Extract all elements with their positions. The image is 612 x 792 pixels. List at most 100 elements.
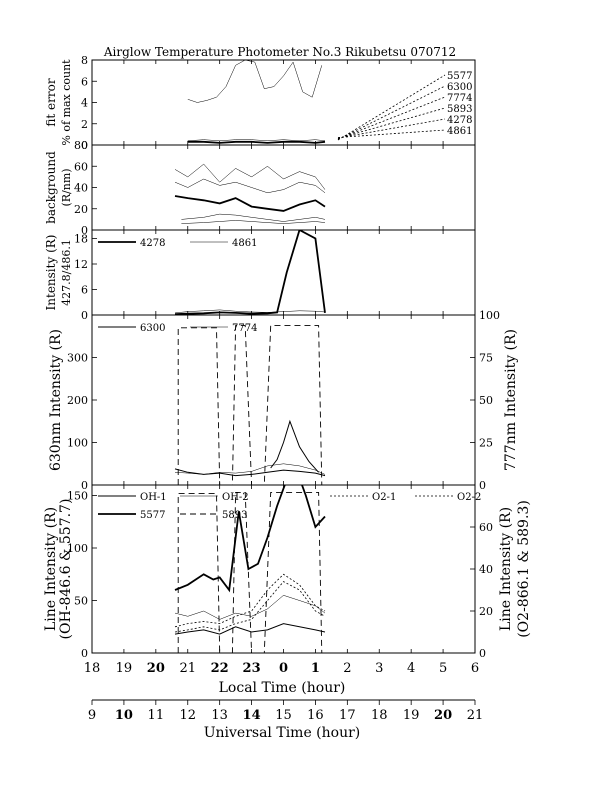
y-tick-label: 80 <box>74 139 88 152</box>
y-right-tick-label: 0 <box>479 647 486 660</box>
panel-frame <box>91 144 476 231</box>
y-tick-label: 0 <box>81 139 88 152</box>
ut-tick-label: 19 <box>403 708 420 723</box>
ut-tick-label: 16 <box>307 708 324 723</box>
y-right-tick-label: 0 <box>479 479 486 492</box>
legend-label: 5577 <box>447 71 472 82</box>
y-tick-label: 300 <box>67 352 88 365</box>
y-tick-label: 0 <box>81 647 88 660</box>
legend-label: OH-2 <box>222 492 249 503</box>
legend-label: 4861 <box>447 126 472 137</box>
legend-label: 7774 <box>447 93 472 104</box>
local-time-ticks: 18 19 20 21 22 23 0 1 2 3 4 5 6 <box>84 661 479 676</box>
ut-tick-label: 18 <box>371 708 388 723</box>
ut-tick-label: 17 <box>339 708 356 723</box>
y-axis-label: 630nm Intensity (R) <box>48 329 64 471</box>
series-line-s0 <box>174 163 326 190</box>
y-right-axis-label: 777nm Intensity (R) <box>503 329 519 471</box>
y-tick-label: 18 <box>74 233 88 246</box>
local-time-tick-label: 5 <box>439 661 447 676</box>
legend-label: O2-2 <box>457 492 481 503</box>
y-tick-label: 4 <box>81 97 88 110</box>
series-line-6300 <box>174 468 326 477</box>
y-tick-label: 20 <box>74 203 88 216</box>
panel-fit-error: 0 2 4 6 8 fit error% of max count 557763007774… <box>44 54 476 152</box>
ut-tick-label: 13 <box>211 708 228 723</box>
y-tick-label: 2 <box>81 118 88 131</box>
legend-leader <box>337 85 446 140</box>
y-axis-sublabel: (R/nm) <box>60 168 73 206</box>
ut-tick-label: 21 <box>467 708 484 723</box>
panel-background: 0 20 40 60 80 background (R/nm) <box>44 139 476 237</box>
y-right-axis-label: Line Intensity (R) <box>498 507 514 631</box>
legend-label: 5893 <box>222 510 247 521</box>
series-line-s2 <box>174 195 326 212</box>
series-line-dashed <box>177 325 323 485</box>
series-line-5577 <box>174 485 326 593</box>
ut-tick-label: 14 <box>243 708 261 723</box>
local-time-tick-label: 23 <box>243 661 261 676</box>
ut-tick-label: 15 <box>275 708 292 723</box>
y-axis-sublabel: % of max count <box>60 59 73 146</box>
ut-tick-label: 11 <box>148 708 165 723</box>
series-line-OH-2 <box>174 595 326 620</box>
y-axis-label: Intensity (R) <box>44 235 58 311</box>
y-right-axis-sublabel: (O2-866.1 & 589.3) <box>516 500 532 638</box>
legend-label: 5577 <box>140 510 165 521</box>
legend-label: 6300 <box>447 82 472 93</box>
local-time-tick-label: 6 <box>471 661 479 676</box>
local-time-tick-label: 0 <box>279 661 288 676</box>
y-right-tick-label: 20 <box>479 605 493 618</box>
legend-leader <box>337 96 446 140</box>
legend-label: 6300 <box>140 323 165 334</box>
series-line-4278 <box>174 230 326 315</box>
legend-label: 4278 <box>140 238 165 249</box>
ut-tick-label: 20 <box>434 708 452 723</box>
y-tick-label: 40 <box>74 182 88 195</box>
series-line-s4 <box>181 220 326 224</box>
series-line-7774 <box>174 463 326 475</box>
y-axis-label: background <box>44 151 58 224</box>
legend-label: 4278 <box>447 115 472 126</box>
y-axis-sublabel: (OH-846.6 & 557.7) <box>58 499 74 640</box>
y-right-tick-label: 75 <box>479 352 493 365</box>
y-right-tick-label: 50 <box>479 394 493 407</box>
y-tick-label: 0 <box>81 309 88 322</box>
y-tick-label: 100 <box>67 542 88 555</box>
series-line-s3 <box>181 213 326 222</box>
local-time-tick-label: 1 <box>311 661 320 676</box>
legend-leader <box>337 118 446 139</box>
y-axis-sublabel: 427.8/486.1 <box>60 239 73 306</box>
y-axis-label: Line Intensity (R) <box>43 507 59 631</box>
legend-leader <box>337 129 446 138</box>
legend-label: 4861 <box>232 238 257 249</box>
y-axis-label: fit error <box>44 78 58 126</box>
y-tick-label: 8 <box>81 54 88 67</box>
figure-title: Airglow Temperature Photometer No.3 Riku… <box>103 45 456 59</box>
local-time-tick-label: 21 <box>179 661 196 676</box>
legend-label: OH-1 <box>140 492 167 503</box>
y-tick-label: 6 <box>81 75 88 88</box>
legend-leader <box>337 107 446 139</box>
series-line-s2 <box>187 140 326 144</box>
y-right-tick-label: 40 <box>479 563 493 576</box>
local-time-tick-label: 3 <box>375 661 383 676</box>
series-line-O2-1 <box>174 573 326 628</box>
local-time-tick-label: 4 <box>407 661 415 676</box>
ut-tick-label: 10 <box>115 708 133 723</box>
y-tick-label: 100 <box>67 437 88 450</box>
y-tick-label: 0 <box>81 479 88 492</box>
series-line-5893 <box>177 491 323 653</box>
series-line-peak <box>270 419 319 473</box>
series-line-s1 <box>174 178 326 194</box>
y-right-tick-label: 60 <box>479 521 493 534</box>
local-time-tick-label: 22 <box>211 661 229 676</box>
local-time-tick-label: 18 <box>84 661 101 676</box>
series-line-OH-1 <box>174 623 326 635</box>
legend-leader <box>337 74 446 141</box>
panel-blue-lines: 0 6 12 18 Intensity (R) 427.8/486.1 4278 4861 <box>44 229 476 322</box>
legend-label: 5893 <box>447 104 472 115</box>
